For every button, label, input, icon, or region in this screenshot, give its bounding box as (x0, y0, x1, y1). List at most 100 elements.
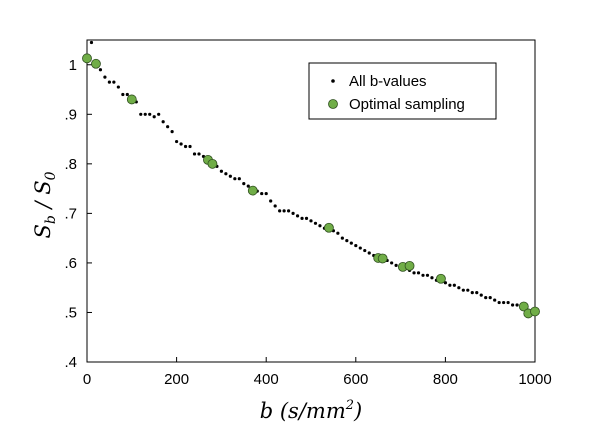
data-point-all-b-values (461, 288, 465, 292)
series-optimal-sampling (82, 53, 540, 319)
svg-text:b (s/mm2): b (s/mm2) (260, 398, 362, 423)
legend-label-all-b-values: All b-values (349, 73, 427, 90)
data-point-all-b-values (183, 144, 188, 149)
data-point-all-b-values (367, 251, 371, 255)
y-tick-label: .8 (64, 156, 77, 173)
data-point-all-b-values (452, 283, 456, 287)
data-point-all-b-values (502, 300, 506, 305)
data-point-all-b-values (269, 199, 273, 203)
data-point-all-b-values (493, 298, 497, 302)
data-point-all-b-values (425, 273, 430, 277)
data-point-all-b-values (116, 85, 120, 89)
data-point-all-b-values (89, 40, 94, 45)
data-point-all-b-values (394, 263, 398, 267)
data-point-all-b-values (166, 125, 170, 129)
data-point-all-b-values (349, 241, 353, 245)
data-point-all-b-values (354, 243, 358, 248)
data-point-all-b-values (470, 291, 474, 295)
data-point-all-b-values (390, 261, 394, 265)
data-point-all-b-values (103, 75, 107, 79)
y-tick-label: .5 (64, 304, 77, 321)
data-point-all-b-values (273, 204, 277, 208)
x-axis-label: b (s/mm2) (260, 398, 362, 423)
data-point-all-b-values (506, 300, 510, 305)
data-point-all-b-values (287, 209, 291, 213)
data-point-all-b-values (497, 300, 501, 305)
x-tick-label: 400 (254, 371, 279, 388)
data-point-all-b-values (219, 169, 223, 173)
data-point-all-b-values (242, 182, 246, 186)
x-tick-label: 0 (83, 371, 91, 388)
legend: All b-values Optimal sampling (308, 62, 497, 120)
data-point-all-b-values (157, 112, 161, 116)
data-point-all-b-values (125, 92, 129, 97)
data-point-all-b-values (192, 152, 197, 156)
data-point-all-b-values (233, 177, 237, 181)
x-tick-label: 1000 (518, 371, 551, 388)
data-point-all-b-values (515, 303, 519, 307)
data-point-all-b-values (264, 191, 268, 196)
data-point-all-b-values (224, 172, 228, 176)
y-tick-label: .9 (64, 106, 77, 123)
svg-text:Sb / S0: Sb / S0 (31, 171, 59, 238)
data-point-all-b-values (313, 221, 318, 225)
data-point-all-b-values (112, 80, 116, 84)
data-point-all-b-values (107, 80, 111, 84)
data-point-optimal-sampling (82, 53, 92, 64)
legend-marker-optimal-sampling (328, 99, 338, 109)
x-tick-label: 800 (433, 371, 458, 388)
data-point-all-b-values (175, 139, 179, 144)
data-point-optimal-sampling (377, 253, 388, 264)
data-point-optimal-sampling (404, 260, 415, 271)
data-point-all-b-values (260, 191, 264, 196)
data-point-all-b-values (98, 68, 103, 72)
y-tick-label: .6 (64, 255, 77, 272)
data-point-all-b-values (300, 216, 304, 220)
data-point-all-b-values (358, 246, 362, 250)
data-point-all-b-values (291, 211, 295, 215)
data-point-all-b-values (412, 271, 416, 275)
data-point-all-b-values (457, 286, 461, 290)
x-axis-ticks: 0 200 400 600 800 1000 (83, 357, 552, 388)
y-tick-label: .4 (64, 354, 77, 371)
data-point-all-b-values (161, 120, 165, 124)
data-point-all-b-values (148, 112, 152, 116)
data-point-all-b-values (475, 291, 479, 295)
y-axis-ticks: .4 .5 .6 .7 .8 .9 1 (64, 57, 92, 371)
data-point-optimal-sampling (91, 58, 101, 69)
data-point-all-b-values (421, 273, 425, 277)
data-point-all-b-values (121, 92, 125, 97)
data-point-all-b-values (336, 231, 340, 235)
data-point-all-b-values (466, 288, 470, 292)
data-point-all-b-values (340, 236, 344, 240)
data-point-all-b-values (295, 214, 300, 218)
data-point-optimal-sampling (247, 185, 258, 196)
y-tick-label: .7 (64, 205, 77, 222)
data-point-all-b-values (345, 239, 349, 243)
data-point-all-b-values (430, 276, 434, 280)
data-point-optimal-sampling (518, 301, 529, 312)
data-point-all-b-values (309, 219, 313, 223)
data-point-all-b-values (488, 296, 492, 300)
data-point-all-b-values (246, 184, 250, 188)
data-point-all-b-values (237, 177, 241, 181)
legend-box (308, 62, 497, 120)
data-point-optimal-sampling (126, 94, 137, 105)
data-point-optimal-sampling (207, 158, 218, 169)
data-point-optimal-sampling (530, 306, 540, 317)
x-tick-label: 200 (164, 371, 189, 388)
data-point-all-b-values (510, 303, 515, 307)
data-point-all-b-values (139, 112, 143, 116)
data-point-all-b-values (170, 130, 174, 134)
data-point-all-b-values (179, 142, 183, 146)
data-point-all-b-values (484, 296, 488, 300)
data-point-all-b-values (282, 209, 286, 213)
data-point-all-b-values (479, 293, 483, 297)
plot-frame (86, 39, 536, 363)
data-point-all-b-values (228, 174, 232, 178)
y-tick-label: 1 (69, 57, 77, 74)
data-point-all-b-values (197, 152, 201, 156)
data-point-all-b-values (363, 248, 367, 253)
data-point-all-b-values (152, 115, 156, 119)
